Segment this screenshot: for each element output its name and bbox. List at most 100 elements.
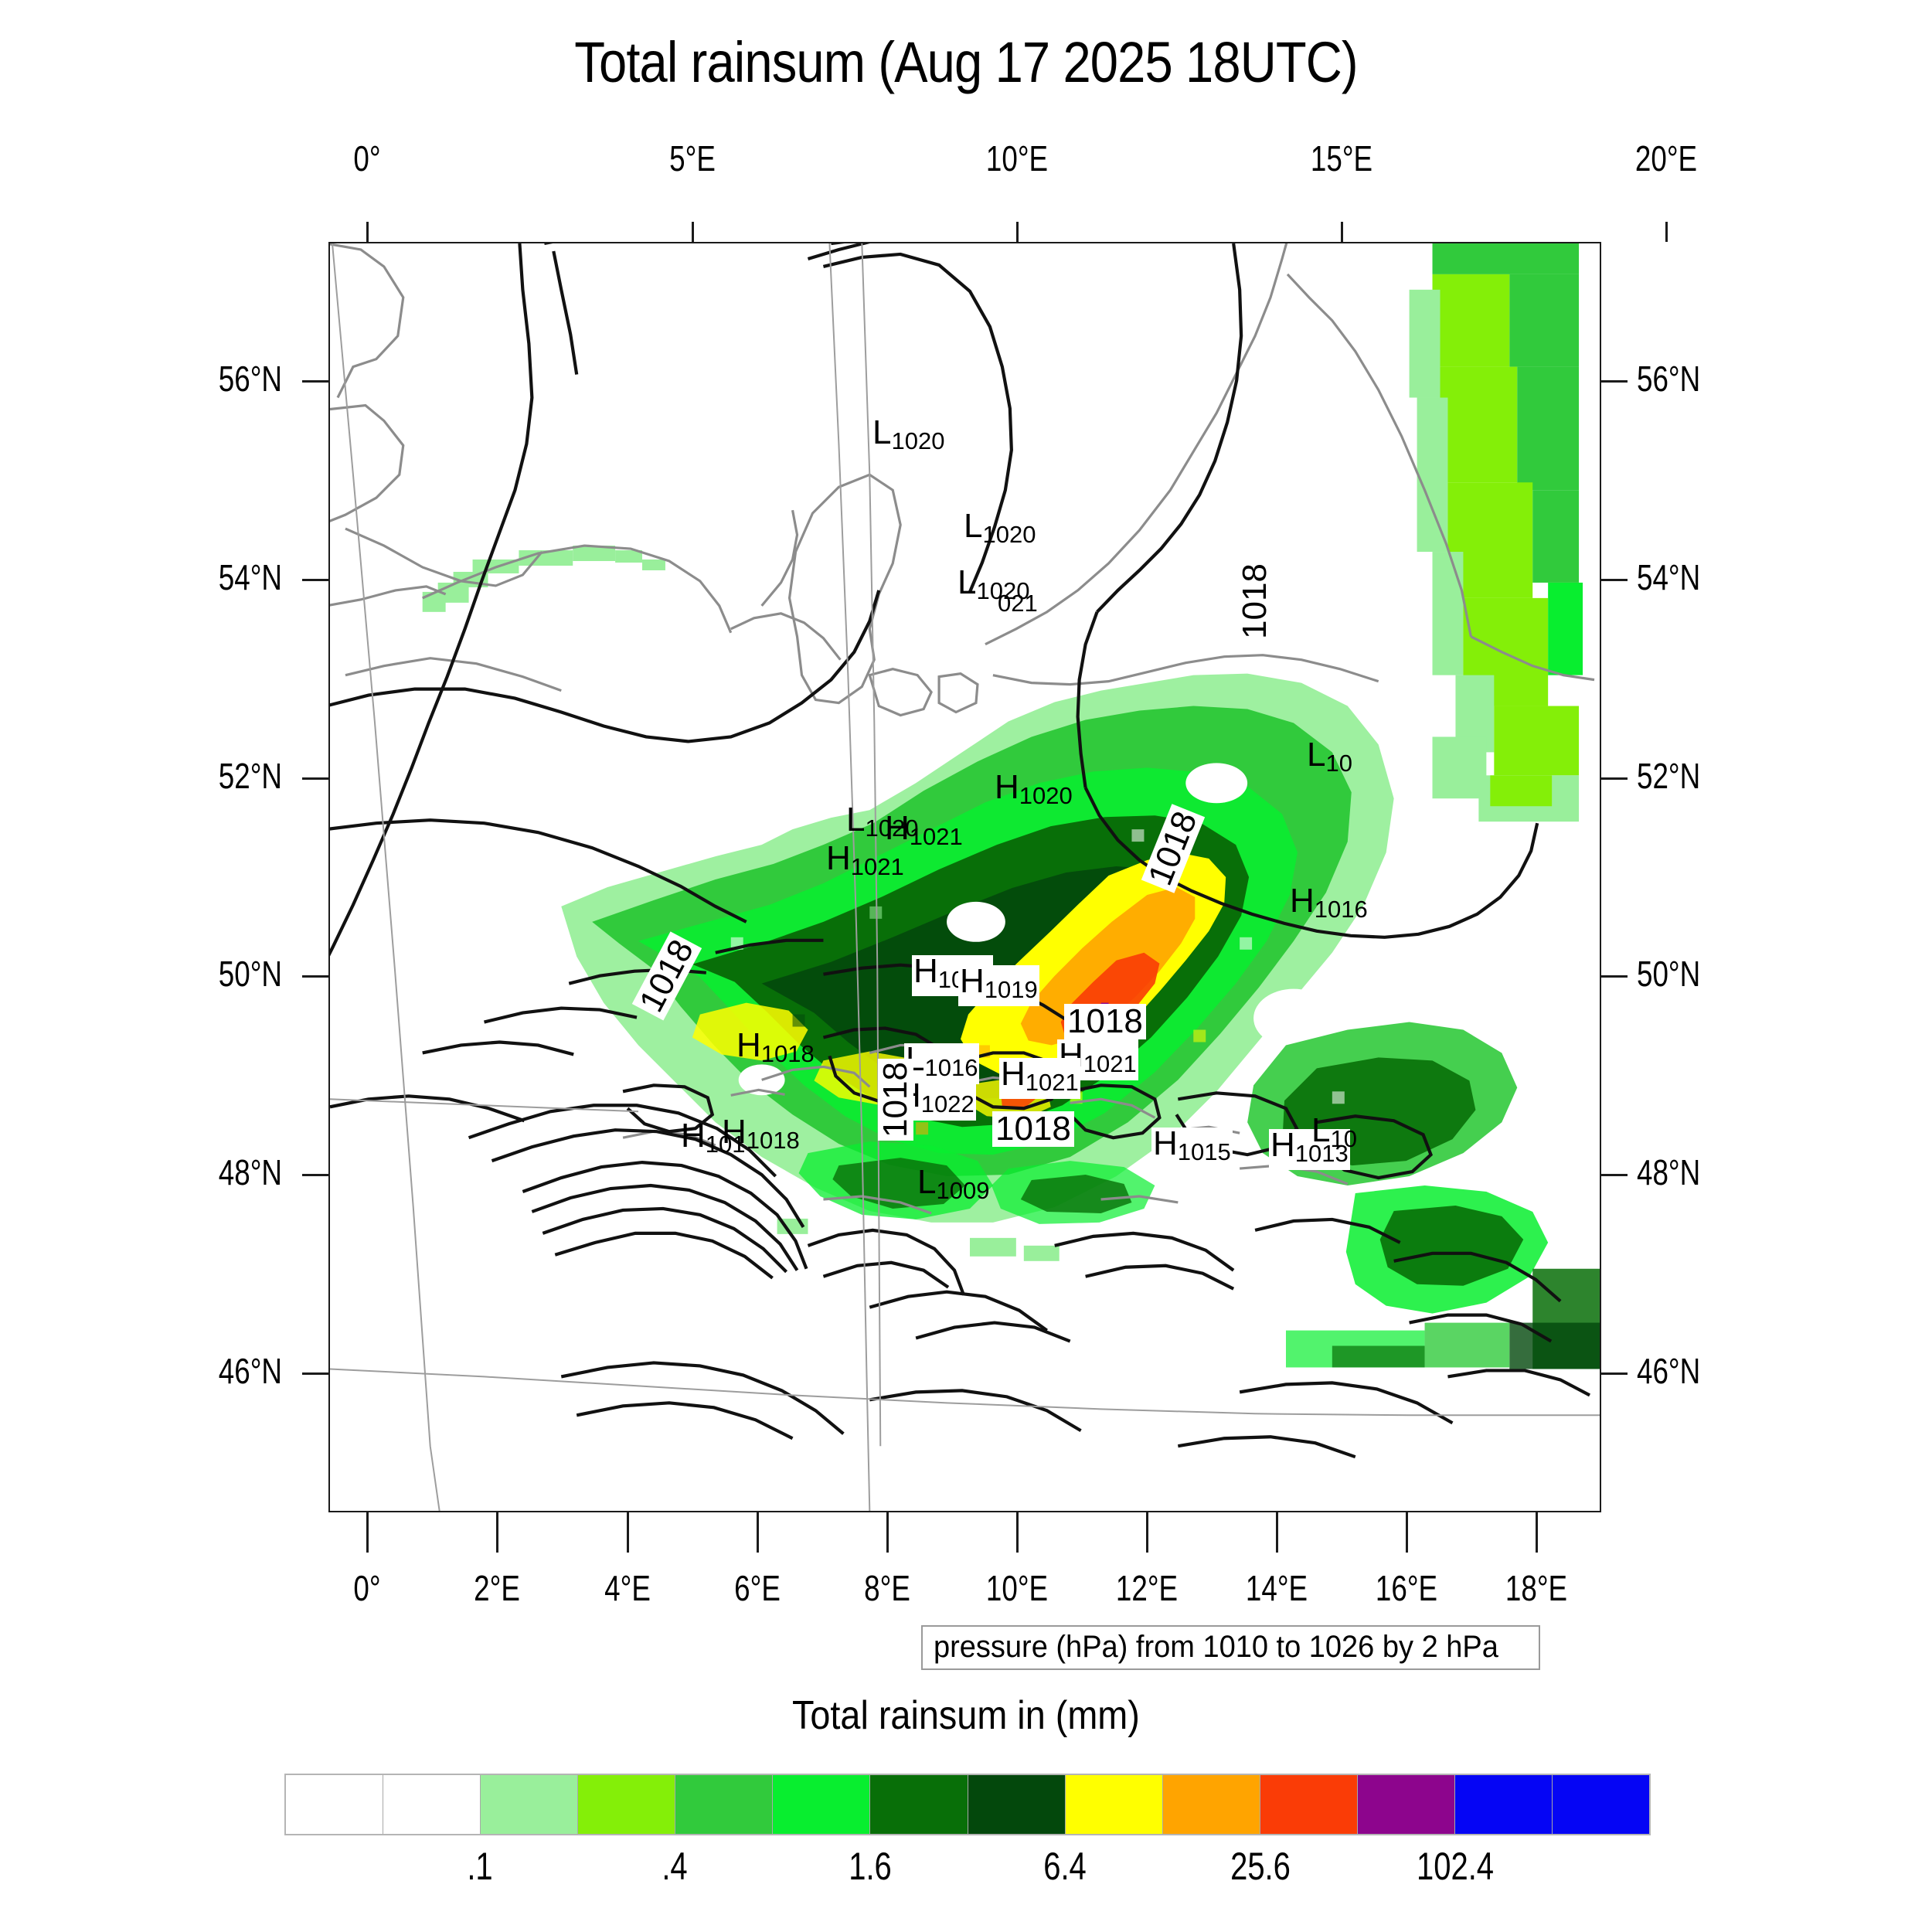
contour-label-1018-4: 1018 bbox=[876, 1059, 914, 1141]
pressure-marker-value: 1022 bbox=[920, 1090, 975, 1117]
pressure-marker-type: H bbox=[1290, 882, 1315, 920]
axis-tickmark-right-1 bbox=[1601, 578, 1628, 581]
pressure-legend-text: pressure (hPa) from 1010 to 1026 by 2 hP… bbox=[934, 1630, 1498, 1664]
axis-tickmark-right-0 bbox=[1601, 379, 1628, 383]
axis-tick-label-left-4: 48°N bbox=[218, 1152, 282, 1193]
axis-tick-label-left-2: 52°N bbox=[218, 755, 282, 796]
axis-tick-label-bottom-3: 6°E bbox=[733, 1568, 781, 1608]
axis-tickmark-bottom-0 bbox=[366, 1512, 369, 1553]
pressure-marker-value: 101 bbox=[705, 1131, 746, 1158]
pressure-marker-type: L bbox=[846, 801, 866, 838]
axis-tickmark-top-0 bbox=[366, 222, 369, 242]
axis-tickmark-bottom-2 bbox=[626, 1512, 629, 1553]
axis-tick-label-left-0: 56°N bbox=[218, 358, 282, 399]
pressure-marker-h-14: H1021 bbox=[1057, 1039, 1138, 1080]
pressure-marker-x-3: 021 bbox=[996, 579, 1039, 620]
axis-tick-label-left-1: 54°N bbox=[218, 556, 282, 597]
colorbar-segment-13[interactable] bbox=[1553, 1775, 1650, 1834]
axis-tickmark-right-4 bbox=[1601, 1174, 1628, 1177]
pressure-marker-value: 1021 bbox=[1083, 1050, 1137, 1077]
pressure-marker-h-6: H1021 bbox=[883, 809, 964, 853]
pressure-marker-l-2: L1020 bbox=[956, 566, 1031, 607]
colorbar-segment-12[interactable] bbox=[1454, 1775, 1553, 1834]
map-graphics bbox=[330, 243, 1600, 1511]
pressure-marker-l-8: L10 bbox=[1305, 738, 1354, 780]
colorbar-segment-8[interactable] bbox=[1065, 1775, 1163, 1834]
axis-tickmark-left-5 bbox=[302, 1372, 328, 1376]
colorbar[interactable] bbox=[284, 1774, 1651, 1835]
pressure-marker-type: H bbox=[995, 768, 1019, 806]
colorbar-segment-7[interactable] bbox=[968, 1775, 1066, 1834]
contour-label-1018-0: 1018 bbox=[1236, 560, 1274, 642]
axis-tick-label-bottom-4: 8°E bbox=[863, 1568, 910, 1608]
pressure-marker-type: H bbox=[722, 1113, 747, 1151]
pressure-marker-value: 1020 bbox=[1019, 782, 1073, 809]
pressure-marker-h-4: H1020 bbox=[993, 768, 1074, 812]
precip-sweden bbox=[1409, 243, 1583, 822]
pressure-marker-h-11: H1019 bbox=[958, 962, 1039, 1006]
axis-tick-label-bottom-5: 10°E bbox=[985, 1568, 1048, 1608]
pressure-marker-type: L bbox=[917, 1163, 937, 1201]
axis-tickmark-left-0 bbox=[302, 379, 328, 383]
colorbar-segment-10[interactable] bbox=[1260, 1775, 1358, 1834]
axis-tickmark-bottom-5 bbox=[1015, 1512, 1019, 1553]
pressure-marker-value: 1016 bbox=[1314, 896, 1368, 923]
axis-tick-label-top-2: 10°E bbox=[985, 138, 1048, 179]
axis-tickmark-left-4 bbox=[302, 1174, 328, 1177]
map-plot-area[interactable]: L1020 L1020 L1020 021 H1020 L1020 H1021 H1021 L1… bbox=[328, 242, 1601, 1512]
pressure-marker-value: 10 bbox=[1330, 1125, 1357, 1152]
axis-tick-label-top-4: 20°E bbox=[1634, 138, 1698, 179]
pressure-marker-type: H bbox=[736, 1026, 761, 1064]
colorbar-segment-0[interactable] bbox=[286, 1775, 384, 1834]
colorbar-tick-1.6: 1.6 bbox=[848, 1845, 892, 1888]
axis-tick-label-bottom-7: 14°E bbox=[1245, 1568, 1308, 1608]
pressure-marker-h-15: H1021 bbox=[999, 1055, 1080, 1099]
axis-tick-label-bottom-2: 4°E bbox=[604, 1568, 651, 1608]
axis-tickmark-top-3 bbox=[1340, 222, 1343, 242]
pressure-marker-type: H bbox=[885, 809, 910, 847]
colorbar-segment-3[interactable] bbox=[578, 1775, 676, 1834]
axis-tick-label-bottom-1: 2°E bbox=[474, 1568, 521, 1608]
colorbar-segment-1[interactable] bbox=[383, 1775, 481, 1834]
pressure-legend-box: pressure (hPa) from 1010 to 1026 by 2 hP… bbox=[921, 1625, 1541, 1670]
pressure-marker-value: 1021 bbox=[1025, 1069, 1079, 1096]
map-inner: L1020 L1020 L1020 021 H1020 L1020 H1021 H1021 L1… bbox=[330, 243, 1600, 1511]
pressure-marker-type: H bbox=[1270, 1126, 1295, 1164]
pressure-marker-h-20: H1013 bbox=[1269, 1126, 1350, 1170]
page-title: Total rainsum (Aug 17 2025 18UTC) bbox=[574, 30, 1358, 94]
pressure-marker-type: L bbox=[957, 563, 977, 601]
pressure-marker-type: H bbox=[1001, 1055, 1026, 1093]
axis-tick-label-left-5: 46°N bbox=[218, 1351, 282, 1392]
colorbar-tick-6.4: 6.4 bbox=[1043, 1845, 1087, 1888]
colorbar-segment-9[interactable] bbox=[1162, 1775, 1260, 1834]
axis-tick-label-left-3: 50°N bbox=[218, 954, 282, 995]
pressure-marker-value: 1020 bbox=[976, 577, 1030, 604]
pressure-marker-l-1: L1020 bbox=[962, 507, 1037, 551]
colorbar-segment-5[interactable] bbox=[773, 1775, 871, 1834]
axis-tickmark-top-2 bbox=[1015, 222, 1019, 242]
axis-tick-label-bottom-9: 18°E bbox=[1505, 1568, 1568, 1608]
colorbar-segment-2[interactable] bbox=[481, 1775, 579, 1834]
axis-tickmark-top-4 bbox=[1665, 222, 1668, 242]
pressure-marker-value: 1018 bbox=[746, 1127, 800, 1154]
pressure-marker-type: L bbox=[964, 507, 983, 545]
colorbar-tick-.1: .1 bbox=[466, 1845, 493, 1888]
colorbar-segment-6[interactable] bbox=[870, 1775, 968, 1834]
axis-tick-label-bottom-0: 0° bbox=[353, 1568, 381, 1608]
axis-tickmark-bottom-8 bbox=[1405, 1512, 1408, 1553]
pressure-marker-value: 1018 bbox=[760, 1040, 815, 1067]
axis-tick-label-right-1: 54°N bbox=[1637, 556, 1701, 597]
graticule bbox=[330, 243, 1600, 1511]
pressure-marker-type: H bbox=[1153, 1124, 1178, 1162]
pressure-marker-type: H bbox=[960, 962, 985, 1000]
colorbar-segment-4[interactable] bbox=[675, 1775, 774, 1834]
axis-tickmark-bottom-1 bbox=[496, 1512, 499, 1553]
pressure-marker-h-18: H1018 bbox=[720, 1113, 801, 1157]
pressure-marker-value: 021 bbox=[998, 590, 1038, 617]
pressure-marker-value: 1019 bbox=[984, 976, 1038, 1003]
colorbar-segment-11[interactable] bbox=[1357, 1775, 1455, 1834]
axis-tickmark-right-5 bbox=[1601, 1372, 1628, 1376]
axis-tickmark-bottom-6 bbox=[1145, 1512, 1148, 1553]
axis-tickmark-right-2 bbox=[1601, 777, 1628, 780]
pressure-marker-l-22: L1009 bbox=[916, 1163, 991, 1207]
